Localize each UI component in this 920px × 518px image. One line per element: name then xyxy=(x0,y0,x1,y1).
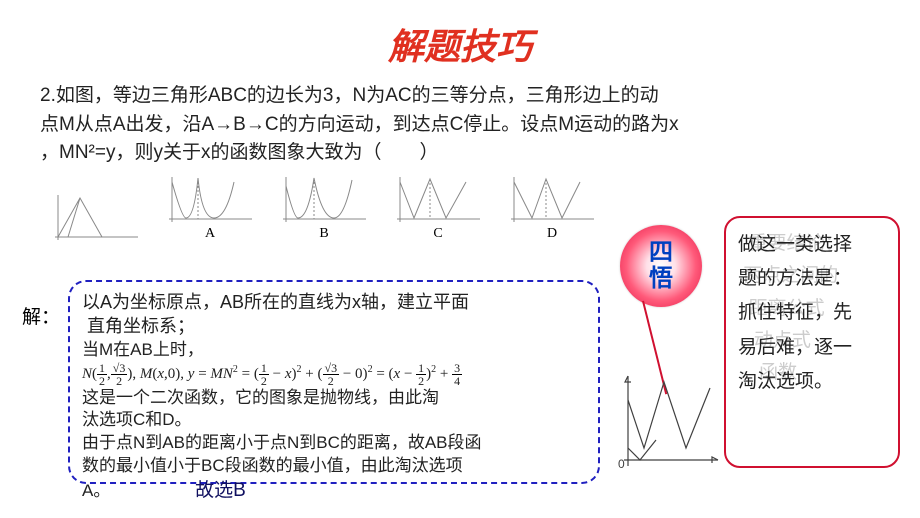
option-a xyxy=(50,192,142,242)
solution-line: 数的最小值小于BC段函数的最小值，由此淘汰选项 xyxy=(82,456,463,475)
axis-zero: 0 xyxy=(618,457,625,470)
problem-line: 点M从点A出发，沿A→B→C的方向运动，到达点C停止。设点M运动的路为x xyxy=(40,114,679,135)
page-title: 解题技巧 xyxy=(0,0,920,70)
solution-line: 当M在AB上时， xyxy=(82,340,204,359)
solution-line: 由于点N到AB的距离小于点N到BC的距离，故AB段函 xyxy=(82,433,482,452)
formula: N(12,√32), M(x,0), y = MN2 = (12 − x)2 +… xyxy=(82,362,462,387)
mini-graph: 0 xyxy=(612,370,722,475)
problem-line: 2.如图，等边三角形ABC的边长为3，N为AC的三等分点，三角形边上的动 xyxy=(40,85,659,106)
tip-box: 重要结论： 两点之间的 距离公式 动点式 函数 做这一类选择 题的方法是： 抓住… xyxy=(724,216,900,468)
tip-line: 做这一类选择 xyxy=(738,234,852,255)
answer: 故选B xyxy=(195,480,246,501)
option-c: B xyxy=(278,174,370,242)
solution-line: 以A为坐标原点，AB所在的直线为x轴，建立平面 xyxy=(82,292,469,312)
tip-line: 淘汰选项。 xyxy=(738,371,833,392)
option-label: D xyxy=(506,224,598,242)
solution-line: 这是一个二次函数，它的图象是抛物线，由此淘 xyxy=(82,388,439,407)
option-label: B xyxy=(278,224,370,242)
problem-text: 2.如图，等边三角形ABC的边长为3，N为AC的三等分点，三角形边上的动 点M从… xyxy=(0,70,920,168)
option-e: D xyxy=(506,174,598,242)
solution-line: 汰选项C和D。 xyxy=(82,410,192,429)
option-b: A xyxy=(164,174,256,242)
option-label: C xyxy=(392,224,484,242)
solution-label: 解： xyxy=(22,302,60,329)
tip-line: 题的方法是： xyxy=(738,268,852,289)
solution-line: 直角坐标系； xyxy=(87,316,195,336)
problem-line: ，MN²=y，则y关于x的函数图象大致为（ ） xyxy=(40,142,438,163)
badge-text: 四 xyxy=(649,240,673,266)
solution-box: 以A为坐标原点，AB所在的直线为x轴，建立平面 直角坐标系； 当M在AB上时， … xyxy=(68,280,600,484)
badge: 四 悟 xyxy=(620,225,702,307)
badge-text: 悟 xyxy=(649,266,673,292)
option-d: C xyxy=(392,174,484,242)
tip-line: 抓住特征，先 xyxy=(738,302,852,323)
option-label: A xyxy=(164,224,256,242)
solution-line: A。 xyxy=(82,481,110,500)
tip-line: 易后难，逐一 xyxy=(738,337,852,358)
